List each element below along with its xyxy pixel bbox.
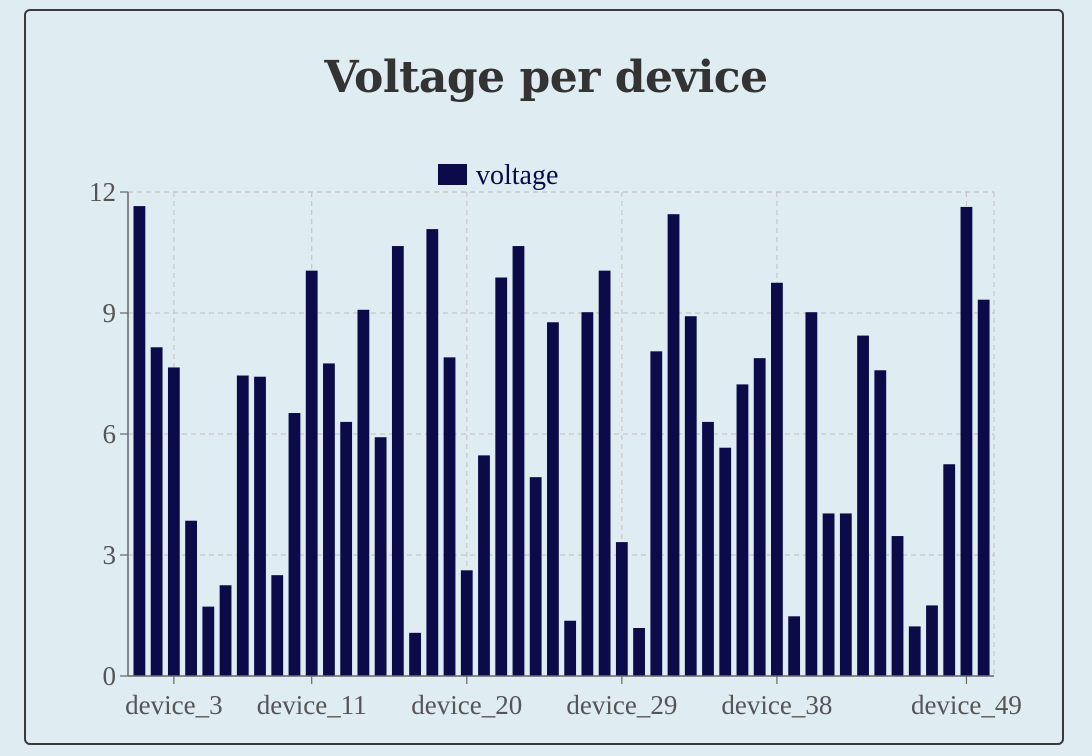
bar: [719, 447, 732, 676]
bar: [495, 277, 508, 676]
y-tick-label: 3: [103, 540, 117, 570]
chart-title: Voltage per device: [324, 52, 768, 103]
bar: [374, 437, 387, 676]
bar: [702, 421, 714, 676]
x-tick-label: device_20: [411, 690, 522, 720]
bar: [236, 375, 249, 676]
bar: [908, 626, 921, 676]
bar: [771, 282, 783, 676]
bar: [288, 413, 301, 676]
bar: [426, 229, 439, 676]
bar: [323, 363, 335, 676]
bar: [926, 605, 938, 676]
bar: [133, 206, 146, 676]
bar: [736, 384, 749, 676]
bar: [977, 299, 990, 676]
x-tick-label: device_29: [566, 690, 677, 720]
bar: [857, 335, 869, 676]
bar: [305, 270, 318, 676]
bar: [633, 628, 645, 676]
bar: [219, 585, 232, 676]
bar: [271, 575, 284, 676]
bar: [357, 309, 370, 676]
bar: [822, 513, 835, 676]
bar: [254, 376, 266, 676]
bar: [891, 536, 904, 676]
bar: [667, 214, 680, 676]
x-tick-label: device_38: [721, 690, 832, 720]
bar: [943, 464, 956, 676]
y-tick-label: 6: [103, 419, 117, 449]
legend: voltage: [438, 160, 558, 191]
bar: [615, 542, 628, 676]
bar: [753, 358, 766, 676]
bar: [391, 246, 404, 676]
bar: [512, 246, 525, 676]
bar: [409, 632, 421, 676]
bar: [874, 370, 887, 676]
chart-card: [24, 9, 1064, 745]
bar: [150, 347, 163, 676]
bar: [529, 477, 542, 676]
bar: [547, 322, 559, 676]
bar: [443, 357, 456, 676]
y-tick-label: 9: [103, 298, 117, 328]
bar: [478, 455, 490, 676]
legend-label: voltage: [476, 160, 558, 191]
x-tick-label: device_3: [125, 690, 222, 720]
bar: [460, 570, 473, 676]
bar: [788, 616, 801, 676]
bar: [805, 312, 818, 676]
bar: [185, 520, 197, 676]
y-tick-label: 12: [89, 177, 116, 207]
bar: [839, 513, 852, 676]
bar: [564, 620, 577, 676]
bar: [598, 270, 611, 676]
bar: [340, 421, 353, 676]
bar: [202, 606, 215, 676]
axes: 0 3 6 9 12 device_3 device_11 device_20 device_2…: [89, 177, 1022, 720]
bar: [684, 316, 697, 676]
grid-lines: [128, 191, 995, 676]
bar: [167, 367, 180, 676]
bars: [133, 206, 990, 676]
legend-swatch: [438, 164, 467, 185]
x-tick-label: device_11: [257, 690, 367, 720]
x-tick-label: device_49: [911, 690, 1022, 720]
bar: [960, 206, 973, 676]
bar: [650, 351, 663, 676]
bar: [581, 312, 594, 676]
y-tick-label: 0: [103, 661, 117, 691]
